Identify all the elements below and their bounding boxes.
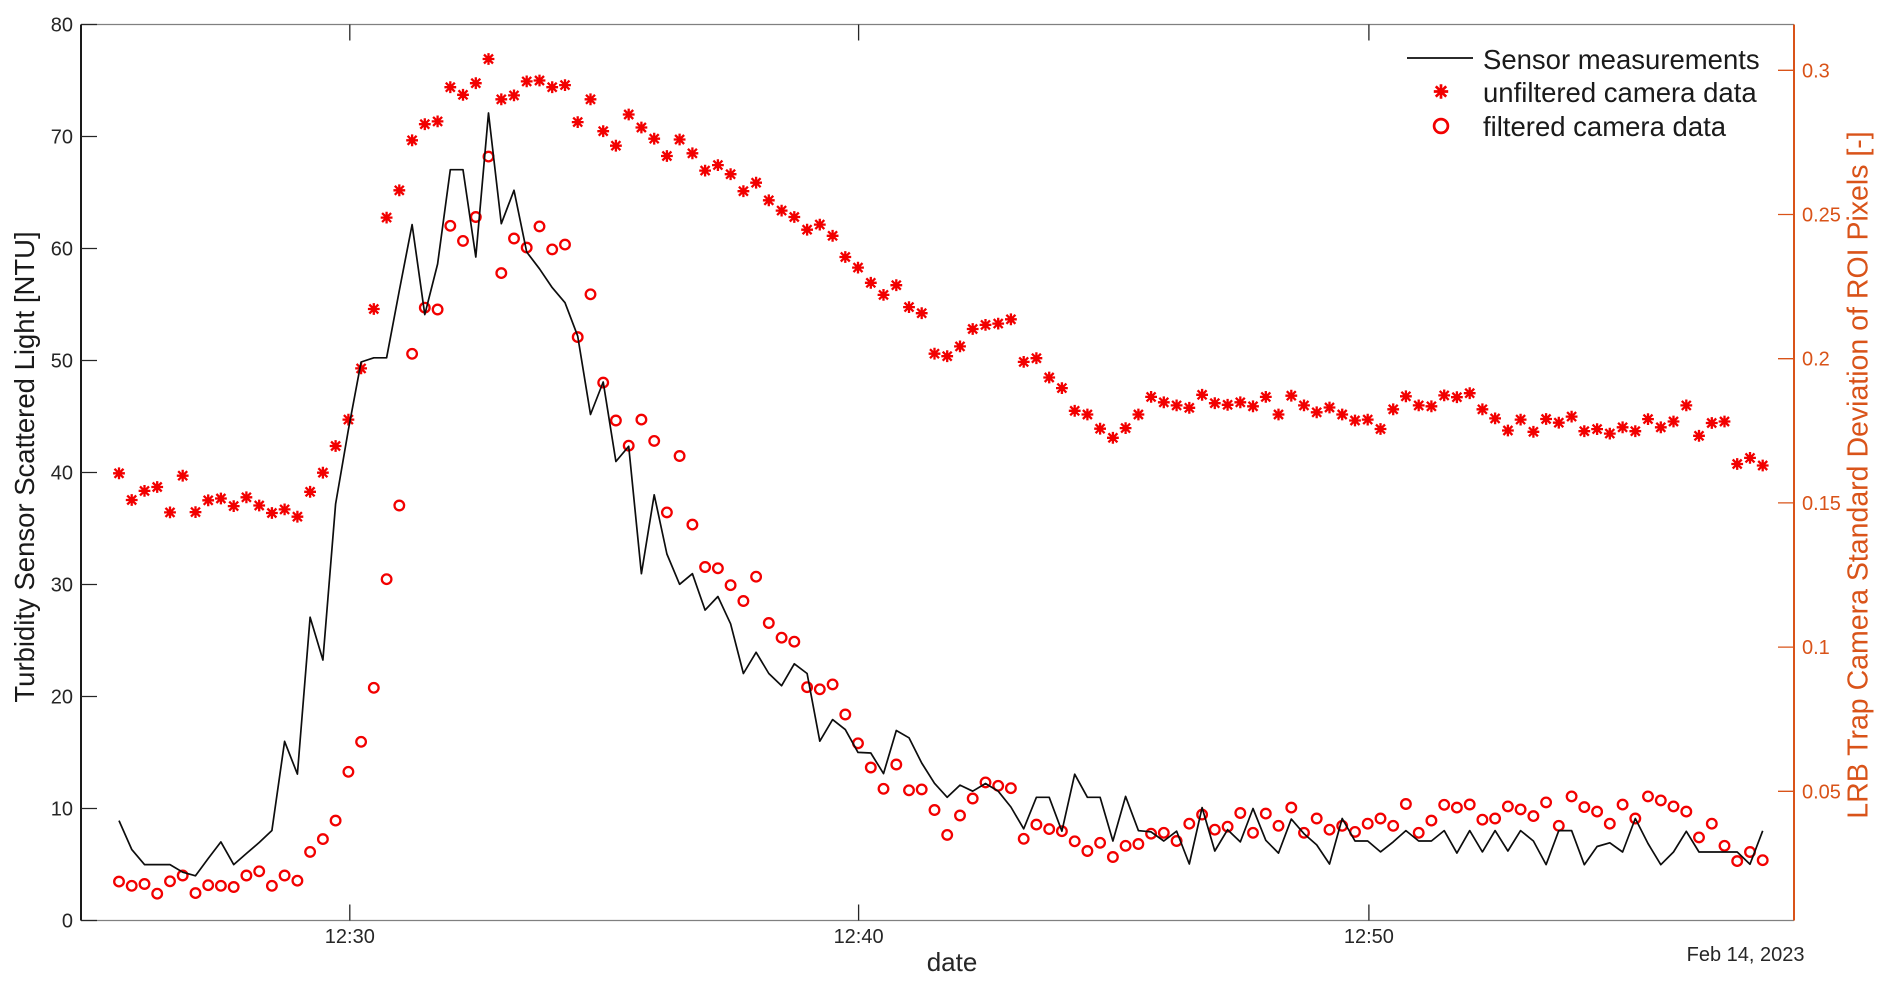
svg-text:0.3: 0.3 [1802, 60, 1830, 82]
svg-text:12:30: 12:30 [325, 926, 375, 948]
svg-text:0.15: 0.15 [1802, 493, 1841, 515]
svg-text:40: 40 [51, 463, 73, 485]
svg-text:0.1: 0.1 [1802, 637, 1830, 659]
svg-text:date: date [927, 947, 978, 977]
svg-text:LRB Trap Camera Standard Devia: LRB Trap Camera Standard Deviation of RO… [1843, 131, 1875, 818]
svg-text:80: 80 [51, 15, 73, 37]
svg-text:Sensor measurements: Sensor measurements [1483, 44, 1760, 75]
svg-text:0.25: 0.25 [1802, 205, 1841, 227]
svg-text:60: 60 [51, 239, 73, 261]
svg-text:10: 10 [51, 799, 73, 821]
svg-text:50: 50 [51, 351, 73, 373]
svg-text:Feb 14, 2023: Feb 14, 2023 [1687, 944, 1805, 966]
svg-text:12:40: 12:40 [834, 926, 884, 948]
svg-text:Turbidity Sensor Scattered Lig: Turbidity Sensor Scattered Light [NTU] [9, 231, 40, 702]
svg-text:30: 30 [51, 575, 73, 597]
svg-text:70: 70 [51, 127, 73, 149]
svg-text:filtered camera data: filtered camera data [1483, 111, 1727, 142]
svg-text:20: 20 [51, 687, 73, 709]
svg-text:0.2: 0.2 [1802, 349, 1830, 371]
svg-text:0.05: 0.05 [1802, 781, 1841, 803]
svg-text:12:50: 12:50 [1344, 926, 1394, 948]
svg-text:unfiltered camera data: unfiltered camera data [1483, 77, 1757, 108]
svg-text:0: 0 [62, 911, 73, 933]
